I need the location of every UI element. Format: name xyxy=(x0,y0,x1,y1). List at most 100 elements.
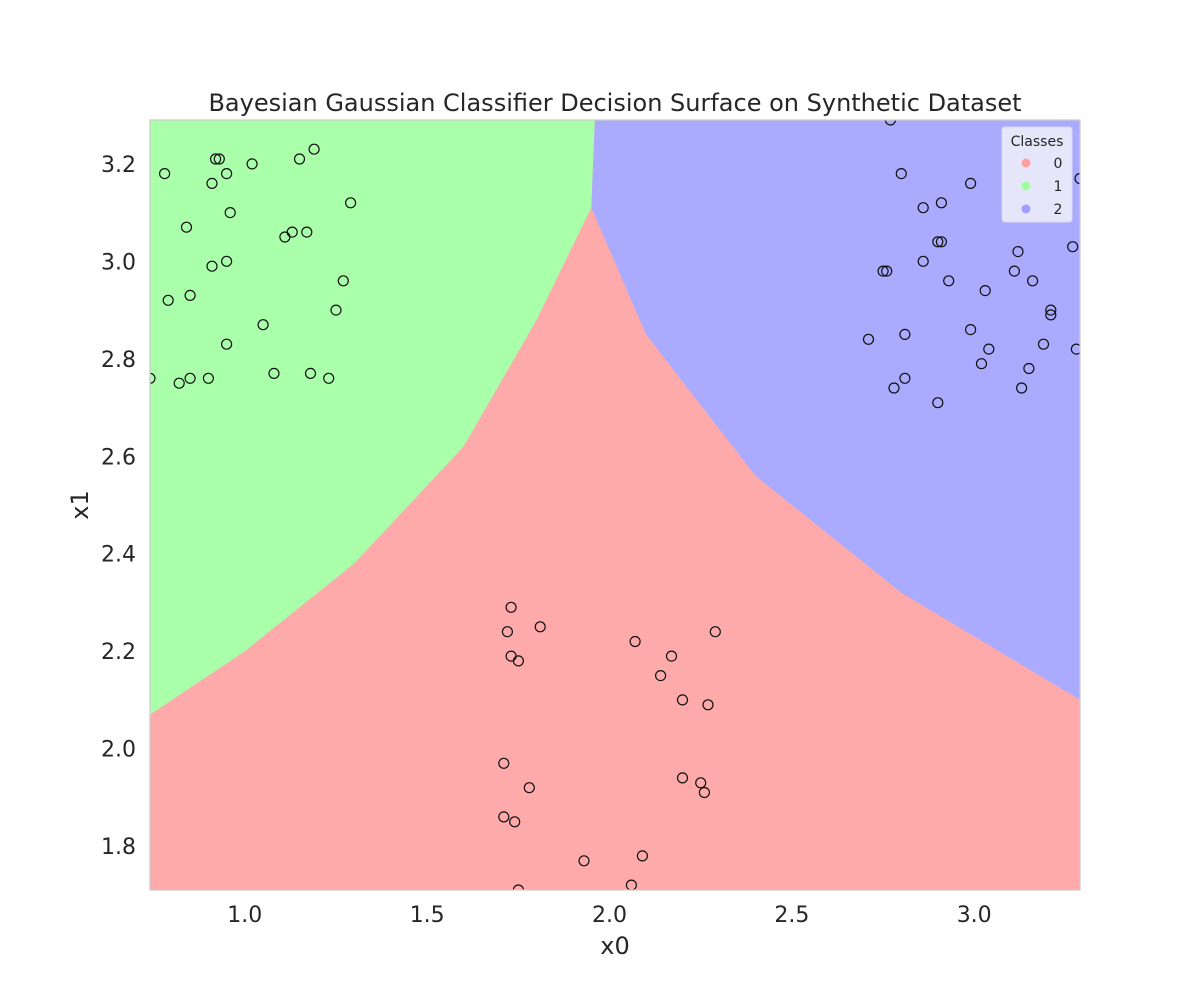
data-point-class-2 xyxy=(862,333,875,345)
data-point-class-1 xyxy=(286,226,298,238)
data-point-class-1 xyxy=(221,338,233,350)
data-point-class-0 xyxy=(625,879,637,890)
data-point-class-1 xyxy=(301,226,313,238)
x-tick-label: 2.5 xyxy=(774,903,809,928)
y-tick-label: 2.6 xyxy=(101,445,136,470)
y-axis-label: x1 xyxy=(66,490,94,519)
data-point-class-0 xyxy=(676,772,689,784)
data-point-class-0 xyxy=(512,884,524,890)
data-point-class-0 xyxy=(523,782,535,794)
legend-label-class-0: 0 xyxy=(1054,156,1063,172)
y-tick-label: 2.4 xyxy=(101,543,136,568)
legend-label-class-2: 2 xyxy=(1054,202,1063,218)
x-tick-label: 3.0 xyxy=(957,903,992,928)
data-point-class-2 xyxy=(1026,275,1039,287)
data-point-class-0 xyxy=(654,669,667,682)
data-point-class-2 xyxy=(975,358,988,370)
data-point-class-0 xyxy=(629,635,641,648)
data-point-class-2 xyxy=(1045,304,1057,316)
data-point-class-2 xyxy=(895,168,907,180)
data-point-class-0 xyxy=(512,655,525,667)
data-point-class-0 xyxy=(501,626,513,638)
y-tick-label: 2.8 xyxy=(101,348,136,373)
data-point-class-1 xyxy=(159,168,171,180)
data-point-class-1 xyxy=(162,294,174,306)
data-points xyxy=(150,120,1080,890)
legend-marker-class-0 xyxy=(1021,158,1031,168)
data-point-class-0 xyxy=(695,777,707,789)
data-point-class-1 xyxy=(337,275,349,287)
data-point-class-2 xyxy=(983,343,995,355)
data-point-class-0 xyxy=(702,699,714,711)
data-point-class-0 xyxy=(509,816,521,828)
y-tick-label: 2.0 xyxy=(101,738,136,763)
x-tick-label: 1.0 xyxy=(227,903,262,928)
data-point-class-2 xyxy=(899,328,911,340)
data-point-class-1 xyxy=(257,319,269,331)
x-axis-ticks: 1.0 1.5 2.0 2.5 3.0 xyxy=(227,903,991,928)
data-point-class-0 xyxy=(534,621,546,633)
region-class-1 xyxy=(150,120,595,715)
data-point-class-2 xyxy=(1023,362,1035,375)
data-point-class-1 xyxy=(268,367,280,379)
legend-marker-class-2 xyxy=(1021,204,1031,214)
data-point-class-2 xyxy=(1008,265,1021,277)
y-tick-label: 2.2 xyxy=(101,640,136,665)
y-tick-label: 3.2 xyxy=(101,153,136,178)
legend-title: Classes xyxy=(1011,134,1064,150)
plot-frame xyxy=(149,119,1081,891)
data-point-class-2 xyxy=(932,236,944,248)
data-point-class-2 xyxy=(917,255,929,267)
legend-box xyxy=(1001,126,1073,223)
data-point-class-0 xyxy=(578,855,590,867)
legend: Classes 0 1 2 xyxy=(1001,126,1073,223)
data-point-class-2 xyxy=(1012,246,1024,258)
data-point-class-0 xyxy=(698,786,711,799)
data-point-class-1 xyxy=(330,304,342,316)
data-point-class-2 xyxy=(888,382,900,394)
data-point-class-1 xyxy=(246,158,258,170)
data-point-class-0 xyxy=(709,626,721,638)
data-point-class-1 xyxy=(323,372,335,384)
data-point-class-1 xyxy=(180,221,193,233)
data-point-class-2 xyxy=(1037,338,1050,350)
data-point-class-2 xyxy=(877,265,889,277)
y-axis-ticks: 1.8 2.0 2.2 2.4 2.6 2.8 3.0 3.2 xyxy=(101,153,136,860)
data-point-class-2 xyxy=(1045,309,1057,321)
data-point-class-2 xyxy=(917,202,929,214)
data-point-class-0 xyxy=(498,757,510,769)
data-point-class-2 xyxy=(1067,241,1079,253)
data-point-class-1 xyxy=(210,153,222,165)
data-point-class-1 xyxy=(213,153,225,165)
data-point-class-1 xyxy=(221,255,233,267)
data-point-class-2 xyxy=(899,372,911,384)
data-point-class-2 xyxy=(1070,343,1080,355)
data-point-class-1 xyxy=(184,289,196,301)
data-point-class-0 xyxy=(665,650,678,662)
data-point-class-0 xyxy=(636,850,649,862)
data-point-class-2 xyxy=(1015,382,1028,394)
legend-label-class-1: 1 xyxy=(1054,179,1063,195)
legend-marker-class-1 xyxy=(1021,181,1031,191)
data-point-class-2 xyxy=(964,324,977,336)
data-point-class-1 xyxy=(221,168,233,180)
data-point-class-1 xyxy=(308,143,320,155)
data-point-class-0 xyxy=(505,601,517,613)
x-tick-label: 2.0 xyxy=(592,903,627,928)
decision-surface xyxy=(150,120,1080,890)
chart-title: Bayesian Gaussian Classifier Decision Su… xyxy=(208,89,1021,117)
data-point-class-2 xyxy=(979,285,991,297)
data-point-class-2 xyxy=(964,177,977,189)
x-axis-label: x0 xyxy=(600,932,629,960)
data-point-class-1 xyxy=(206,260,218,272)
data-point-class-2 xyxy=(932,397,944,409)
y-tick-label: 3.0 xyxy=(101,250,136,275)
data-point-class-1 xyxy=(184,372,196,384)
data-point-class-2 xyxy=(1074,172,1080,185)
y-tick-label: 1.8 xyxy=(101,835,136,860)
data-point-class-2 xyxy=(935,236,948,248)
data-point-class-2 xyxy=(935,197,948,209)
data-point-class-0 xyxy=(498,811,510,823)
data-point-class-2 xyxy=(884,120,896,126)
